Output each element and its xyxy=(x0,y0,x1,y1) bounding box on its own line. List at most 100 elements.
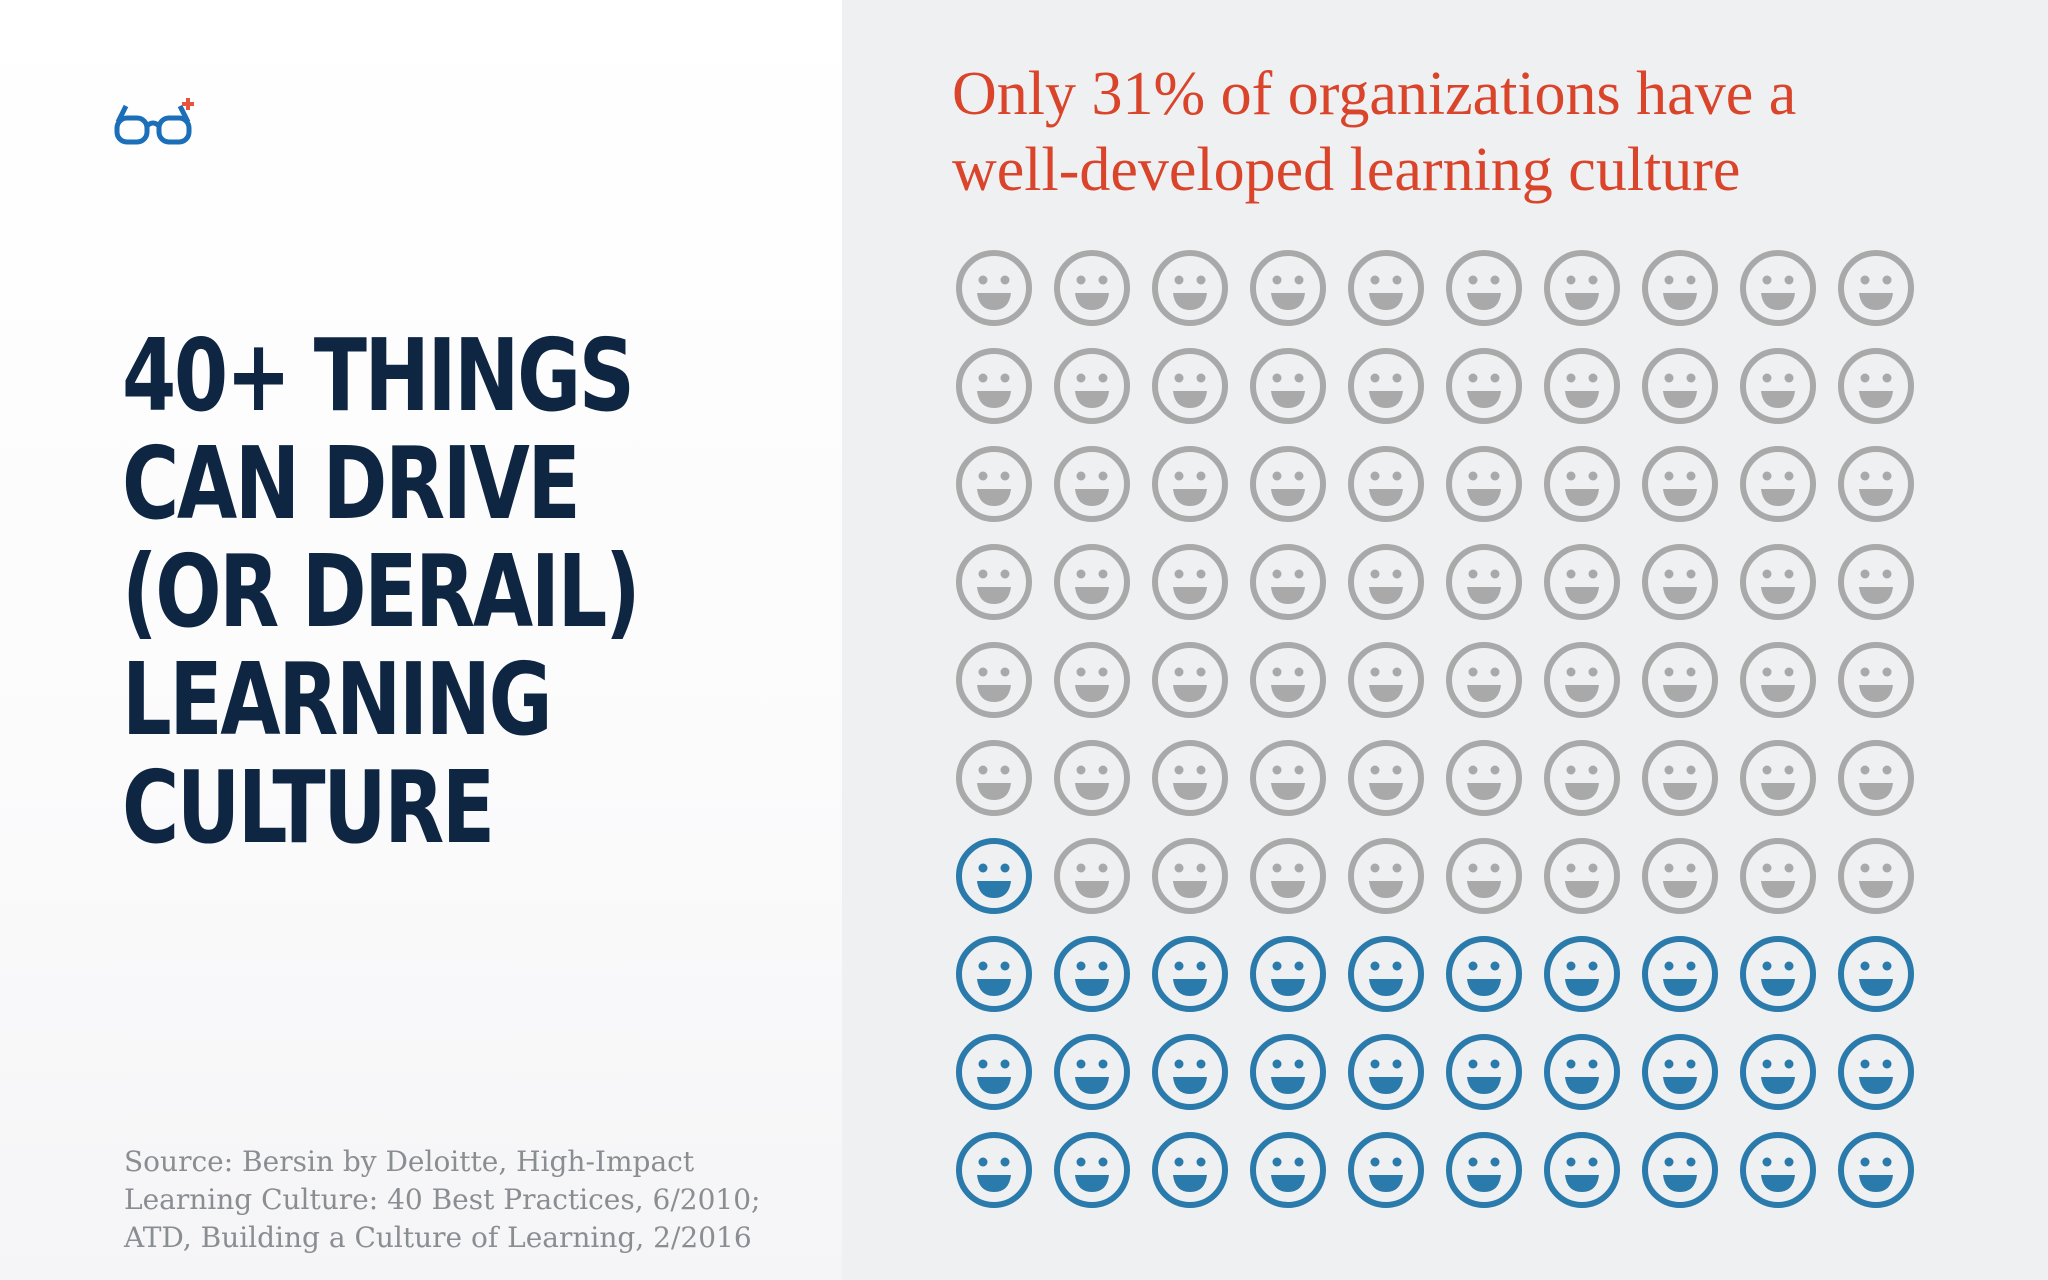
smiley-face-muted xyxy=(1054,838,1130,914)
headline-line: CULTURE xyxy=(122,749,495,866)
smiley-face-muted xyxy=(1250,838,1326,914)
source-line: Source: Bersin by Deloitte, High-Impact xyxy=(124,1145,695,1178)
smiley-face-muted xyxy=(1740,642,1816,718)
smiley-face-muted xyxy=(1544,642,1620,718)
smiley-face-muted xyxy=(1642,838,1718,914)
smiley-face-highlighted xyxy=(1740,1132,1816,1208)
smiley-face-muted xyxy=(1544,446,1620,522)
smiley-face-highlighted xyxy=(1054,1132,1130,1208)
source-line: ATD, Building a Culture of Learning, 2/2… xyxy=(124,1221,752,1254)
left-panel: 40+ THINGS CAN DRIVE (OR DERAIL) LEARNIN… xyxy=(0,0,842,1280)
smiley-face-muted xyxy=(1446,740,1522,816)
smiley-face-highlighted xyxy=(956,838,1032,914)
smiley-face-highlighted xyxy=(1544,1034,1620,1110)
smiley-face-muted xyxy=(1838,740,1914,816)
smiley-face-muted xyxy=(1054,642,1130,718)
smiley-face-muted xyxy=(1152,544,1228,620)
smiley-face-highlighted xyxy=(1838,936,1914,1012)
smiley-face-muted xyxy=(1838,544,1914,620)
smiley-face-muted xyxy=(1250,544,1326,620)
smiley-face-muted xyxy=(1152,348,1228,424)
smiley-face-muted xyxy=(1348,250,1424,326)
smiley-face-muted xyxy=(1152,250,1228,326)
chart-title-line: Only 31% of organizations have a xyxy=(952,60,1797,128)
chart-title: Only 31% of organizations have a well-de… xyxy=(952,56,2012,208)
smiley-face-muted xyxy=(1348,740,1424,816)
smiley-face-muted xyxy=(1348,446,1424,522)
smiley-face-muted xyxy=(956,642,1032,718)
smiley-face-muted xyxy=(1152,446,1228,522)
smiley-face-muted xyxy=(956,446,1032,522)
smiley-face-muted xyxy=(1740,838,1816,914)
smiley-face-muted xyxy=(1642,740,1718,816)
smiley-face-highlighted xyxy=(1740,1034,1816,1110)
smiley-face-muted xyxy=(1642,348,1718,424)
smiley-face-highlighted xyxy=(1348,936,1424,1012)
smiley-face-muted xyxy=(1054,740,1130,816)
chart-panel xyxy=(842,0,2048,1280)
smiley-face-muted xyxy=(1250,642,1326,718)
smiley-face-muted xyxy=(1544,544,1620,620)
source-line: Learning Culture: 40 Best Practices, 6/2… xyxy=(124,1183,761,1216)
smiley-face-highlighted xyxy=(1152,936,1228,1012)
smiley-face-muted xyxy=(1544,838,1620,914)
smiley-face-highlighted xyxy=(956,1132,1032,1208)
smiley-face-highlighted xyxy=(1152,1132,1228,1208)
headline-line: 40+ THINGS xyxy=(122,317,635,434)
smiley-face-muted xyxy=(1544,250,1620,326)
smiley-face-muted xyxy=(1348,642,1424,718)
smiley-face-muted xyxy=(1642,250,1718,326)
smiley-face-muted xyxy=(1740,348,1816,424)
smiley-face-muted xyxy=(1740,740,1816,816)
smiley-face-highlighted xyxy=(1348,1034,1424,1110)
smiley-face-muted xyxy=(1446,838,1522,914)
smiley-face-muted xyxy=(1446,348,1522,424)
smiley-face-muted xyxy=(1838,250,1914,326)
smiley-face-muted xyxy=(1642,642,1718,718)
smiley-face-muted xyxy=(1348,348,1424,424)
smiley-face-muted xyxy=(1152,740,1228,816)
smiley-face-muted xyxy=(1838,348,1914,424)
smiley-face-muted xyxy=(1054,348,1130,424)
smiley-face-muted xyxy=(1054,250,1130,326)
smiley-face-highlighted xyxy=(956,936,1032,1012)
smiley-face-muted xyxy=(1446,544,1522,620)
smiley-face-muted xyxy=(1152,838,1228,914)
smiley-face-muted xyxy=(1642,446,1718,522)
smiley-face-muted xyxy=(1838,446,1914,522)
smiley-face-highlighted xyxy=(1446,1132,1522,1208)
smiley-face-muted xyxy=(1544,348,1620,424)
smiley-face-muted xyxy=(1054,544,1130,620)
smiley-face-muted xyxy=(956,740,1032,816)
smiley-face-muted xyxy=(1250,740,1326,816)
headline-line: CAN DRIVE xyxy=(122,425,581,542)
smiley-face-muted xyxy=(1544,740,1620,816)
smiley-face-muted xyxy=(1838,838,1914,914)
smiley-face-muted xyxy=(1838,642,1914,718)
smiley-face-muted xyxy=(1446,642,1522,718)
smiley-face-muted xyxy=(1740,446,1816,522)
smiley-face-highlighted xyxy=(1446,1034,1522,1110)
smiley-face-highlighted xyxy=(1740,936,1816,1012)
smiley-face-highlighted xyxy=(1838,1132,1914,1208)
source-citation: Source: Bersin by Deloitte, High-Impact … xyxy=(124,1143,824,1257)
smiley-face-muted xyxy=(1348,838,1424,914)
smiley-face-highlighted xyxy=(1250,936,1326,1012)
smiley-face-muted xyxy=(1152,642,1228,718)
smiley-face-muted xyxy=(1642,544,1718,620)
smiley-face-muted xyxy=(956,348,1032,424)
smiley-face-highlighted xyxy=(1446,936,1522,1012)
headline-line: LEARNING xyxy=(122,641,553,758)
smiley-face-highlighted xyxy=(1250,1132,1326,1208)
smiley-face-highlighted xyxy=(1348,1132,1424,1208)
smiley-face-highlighted xyxy=(1544,936,1620,1012)
smiley-face-highlighted xyxy=(1054,936,1130,1012)
headline-line: (OR DERAIL) xyxy=(122,533,641,650)
smiley-face-highlighted xyxy=(1642,1034,1718,1110)
smiley-face-muted xyxy=(956,544,1032,620)
smiley-face-muted xyxy=(1250,250,1326,326)
smiley-face-highlighted xyxy=(1642,936,1718,1012)
smiley-face-muted xyxy=(1054,446,1130,522)
smiley-face-muted xyxy=(1740,544,1816,620)
